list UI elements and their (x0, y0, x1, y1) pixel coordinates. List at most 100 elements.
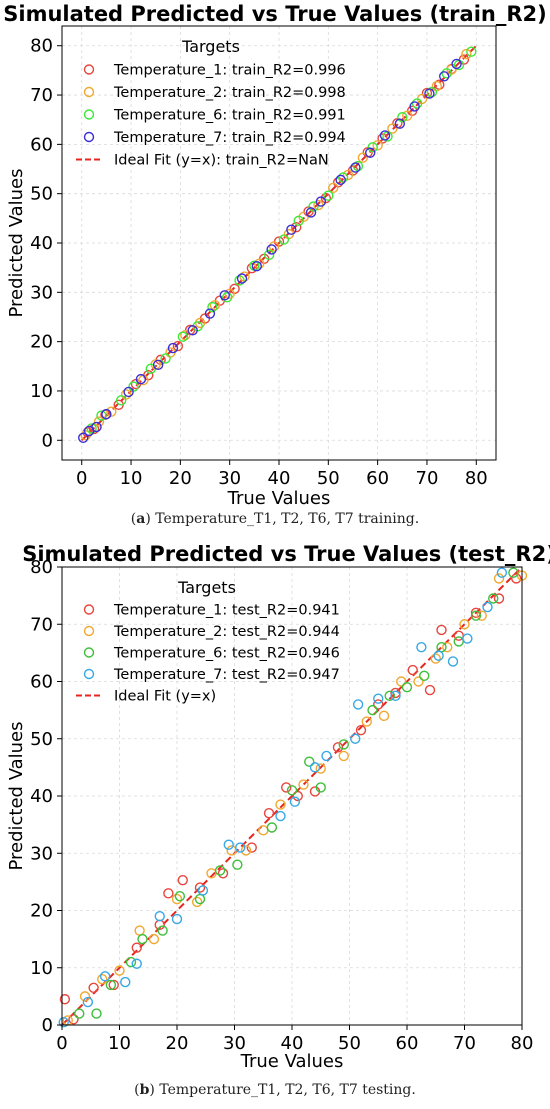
data-point (304, 756, 315, 767)
data-point (377, 133, 388, 144)
data-point (451, 58, 462, 70)
data-point (462, 633, 473, 644)
ideal-fit-line (81, 45, 477, 441)
data-point (305, 207, 317, 218)
data-point (219, 290, 230, 301)
data-point (207, 301, 218, 313)
x-tick-label: 60 (396, 1033, 419, 1054)
data-point (131, 958, 142, 969)
data-point (328, 182, 339, 193)
data-point (441, 68, 452, 79)
data-point (240, 845, 252, 856)
legend-label: Temperature_2: test_R2=0.944 (113, 624, 340, 640)
legend-marker (83, 625, 95, 637)
data-point (424, 684, 436, 696)
data-point (251, 260, 263, 272)
data-point (470, 610, 482, 621)
y-tick-label: 10 (30, 381, 53, 402)
y-tick-label: 30 (30, 843, 53, 864)
data-point (402, 110, 413, 121)
data-point (291, 222, 302, 233)
data-point (332, 177, 344, 188)
data-point (58, 1016, 69, 1028)
y-tick-label: 40 (30, 233, 53, 254)
data-point (459, 619, 470, 630)
x-tick-label: 0 (56, 1033, 67, 1054)
legend-marker (83, 647, 95, 658)
data-point (105, 979, 117, 991)
data-point (204, 308, 216, 319)
data-point (134, 925, 145, 936)
data-point (191, 896, 203, 908)
data-point (407, 664, 418, 676)
data-point (338, 739, 349, 750)
data-point (323, 190, 334, 201)
data-point (433, 650, 444, 661)
data-point (461, 48, 472, 60)
data-point (315, 196, 327, 207)
data-point (246, 842, 257, 853)
data-point (476, 610, 487, 621)
data-point (263, 249, 275, 261)
data-point (436, 624, 447, 636)
legend-label: Temperature_1: train_R2=0.996 (113, 63, 346, 79)
data-point (97, 974, 108, 985)
series-2 (62, 570, 528, 1026)
data-point (396, 676, 407, 687)
data-point (416, 641, 427, 653)
legend-label: Temperature_6: train_R2=0.991 (113, 108, 346, 124)
data-point (125, 956, 137, 968)
data-point (120, 976, 131, 988)
data-point (157, 925, 168, 936)
data-point (86, 423, 97, 434)
data-point (222, 292, 233, 303)
caption-testing: (b) Temperature_T1, T2, T6, T7 testing. (134, 1082, 416, 1098)
caption-tag: a (136, 511, 146, 527)
data-point (447, 656, 459, 667)
data-point (108, 979, 119, 991)
y-tick-label: 70 (30, 85, 53, 106)
x-tick-label: 70 (453, 1033, 476, 1054)
legend-label: Temperature_1: test_R2=0.941 (113, 603, 340, 619)
data-point (496, 567, 508, 578)
x-tick-label: 50 (317, 468, 340, 489)
data-point (293, 215, 304, 227)
data-point (263, 807, 275, 819)
data-point (439, 71, 450, 82)
data-point (493, 573, 505, 584)
data-point (315, 782, 326, 793)
data-point (281, 782, 292, 793)
legend-label-ideal: Ideal Fit (y=x) (114, 689, 216, 705)
data-point (367, 704, 378, 716)
legend-label: Temperature_6: test_R2=0.946 (113, 646, 340, 662)
data-point (397, 112, 408, 123)
data-point (493, 593, 505, 604)
data-point (292, 790, 303, 802)
data-point (254, 258, 265, 269)
data-point (337, 172, 349, 183)
data-point (419, 670, 430, 681)
chart-title: Simulated Predicted vs True Values (test… (22, 545, 550, 566)
data-point (286, 224, 297, 235)
series-3 (74, 567, 519, 1019)
data-point (430, 653, 441, 664)
x-tick-label: 10 (108, 1033, 131, 1054)
data-point (172, 340, 184, 352)
y-tick-label: 70 (30, 614, 53, 635)
x-axis-label: True Values (227, 488, 331, 509)
legend-marker (83, 604, 95, 615)
data-point (275, 810, 286, 822)
chart-title: Simulated Predicted vs True Values (trai… (3, 2, 547, 26)
caption-training: (a) Temperature_T1, T2, T6, T7 training. (130, 511, 420, 527)
data-point (298, 779, 309, 790)
y-tick-label: 20 (30, 901, 53, 922)
data-point (352, 160, 364, 172)
data-point (384, 690, 395, 702)
data-point (434, 79, 445, 90)
x-tick-label: 10 (120, 468, 143, 489)
data-point (466, 46, 477, 57)
data-point (335, 174, 346, 186)
data-point (174, 890, 186, 902)
legend-marker (83, 86, 95, 98)
data-point (453, 636, 464, 647)
